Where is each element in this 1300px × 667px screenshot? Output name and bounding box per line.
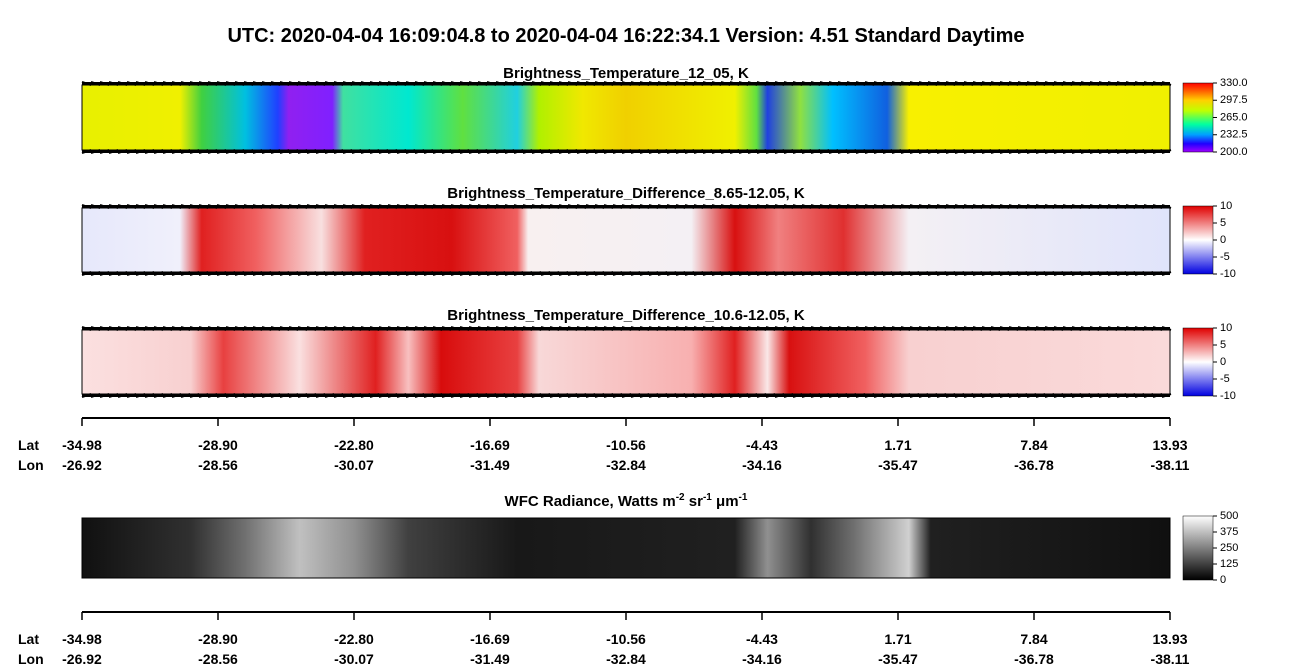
lon-label: Lon	[18, 457, 44, 473]
lon-tick-label: -32.84	[606, 457, 646, 473]
lon-tick-label: -28.56	[198, 457, 238, 473]
swath-edge	[81, 326, 1172, 398]
superscript: -2	[676, 492, 685, 503]
lat-label: Lat	[18, 437, 39, 453]
colorbar-label: 200.0	[1220, 146, 1248, 158]
lat-tick-label: 1.71	[884, 631, 911, 647]
title-part: WFC Radiance, Watts m	[505, 493, 676, 510]
lon-tick-label: -35.47	[878, 651, 918, 667]
lat-tick-label: -28.90	[198, 437, 238, 453]
panel-title: Brightness_Temperature_12_05, K	[503, 65, 749, 82]
lon-tick-label: -34.16	[742, 651, 782, 667]
colorbar-label: 250	[1220, 542, 1238, 554]
title-part: μm	[712, 493, 739, 510]
lat-label: Lat	[18, 631, 39, 647]
lon-label: Lon	[18, 651, 44, 667]
lon-tick-label: -31.49	[470, 651, 510, 667]
colorbar	[1182, 327, 1214, 397]
colorbar-label: 500	[1220, 510, 1238, 522]
colorbar	[1182, 515, 1214, 581]
lat-tick-label: 13.93	[1152, 631, 1187, 647]
colorbar-label: -10	[1220, 390, 1236, 402]
lat-tick-label: -4.43	[746, 437, 778, 453]
lon-tick-label: -38.11	[1151, 457, 1190, 473]
colorbar-label: 0	[1220, 356, 1226, 368]
lon-tick-label: -35.47	[878, 457, 918, 473]
lat-tick-label: 13.93	[1152, 437, 1187, 453]
lat-tick-label: 1.71	[884, 437, 911, 453]
colorbar-label: 375	[1220, 526, 1238, 538]
title-part: sr	[685, 493, 704, 510]
lon-tick-label: -30.07	[334, 457, 374, 473]
colorbar-label: 297.5	[1220, 94, 1248, 106]
swath-image	[81, 517, 1171, 579]
colorbar-label: -10	[1220, 268, 1236, 280]
lon-tick-label: -31.49	[470, 457, 510, 473]
colorbar-label: 10	[1220, 322, 1232, 334]
lon-tick-label: -28.56	[198, 651, 238, 667]
panel-title: Brightness_Temperature_Difference_10.6-1…	[447, 307, 805, 324]
title: UTC: 2020-04-04 16:09:04.8 to 2020-04-04…	[227, 25, 1024, 47]
panel-title: Brightness_Temperature_Difference_8.65-1…	[447, 185, 805, 202]
swath-image	[81, 207, 1171, 273]
lat-tick-label: -28.90	[198, 631, 238, 647]
panel-title: WFC Radiance, Watts m-2 sr-1 μm-1	[505, 492, 748, 510]
lat-tick-label: -22.80	[334, 437, 374, 453]
colorbar-label: 232.5	[1220, 129, 1248, 141]
colorbar	[1182, 82, 1214, 153]
lat-tick-label: -16.69	[470, 437, 510, 453]
lat-tick-label: -16.69	[470, 631, 510, 647]
lon-tick-label: -32.84	[606, 651, 646, 667]
colorbar-label: -5	[1220, 373, 1230, 385]
swath-edge	[81, 81, 1172, 154]
lat-tick-label: -22.80	[334, 631, 374, 647]
colorbar-label: 0	[1220, 574, 1226, 586]
superscript: -1	[739, 492, 748, 503]
lon-tick-label: -36.78	[1014, 457, 1054, 473]
lat-tick-label: -10.56	[606, 437, 646, 453]
lat-tick-label: -34.98	[62, 631, 102, 647]
lat-tick-label: 7.84	[1020, 437, 1047, 453]
superscript: -1	[703, 492, 712, 503]
colorbar-label: 10	[1220, 200, 1232, 212]
lat-tick-label: 7.84	[1020, 631, 1047, 647]
colorbar-label: 0	[1220, 234, 1226, 246]
lon-tick-label: -26.92	[62, 457, 102, 473]
lon-tick-label: -34.16	[742, 457, 782, 473]
lon-tick-label: -36.78	[1014, 651, 1054, 667]
colorbar-label: 330.0	[1220, 77, 1248, 89]
lon-tick-label: -26.92	[62, 651, 102, 667]
colorbar-label: 125	[1220, 558, 1238, 570]
colorbar-label: 265.0	[1220, 111, 1248, 123]
lon-tick-label: -38.11	[1151, 651, 1190, 667]
lon-tick-label: -30.07	[334, 651, 374, 667]
swath-edge	[81, 204, 1172, 276]
colorbar	[1182, 205, 1214, 275]
colorbar-label: 5	[1220, 217, 1226, 229]
swath-image	[81, 84, 1171, 151]
colorbar-label: -5	[1220, 251, 1230, 263]
colorbar-label: 5	[1220, 339, 1226, 351]
swath-image	[81, 329, 1171, 395]
lat-tick-label: -10.56	[606, 631, 646, 647]
lat-tick-label: -34.98	[62, 437, 102, 453]
lat-tick-label: -4.43	[746, 631, 778, 647]
